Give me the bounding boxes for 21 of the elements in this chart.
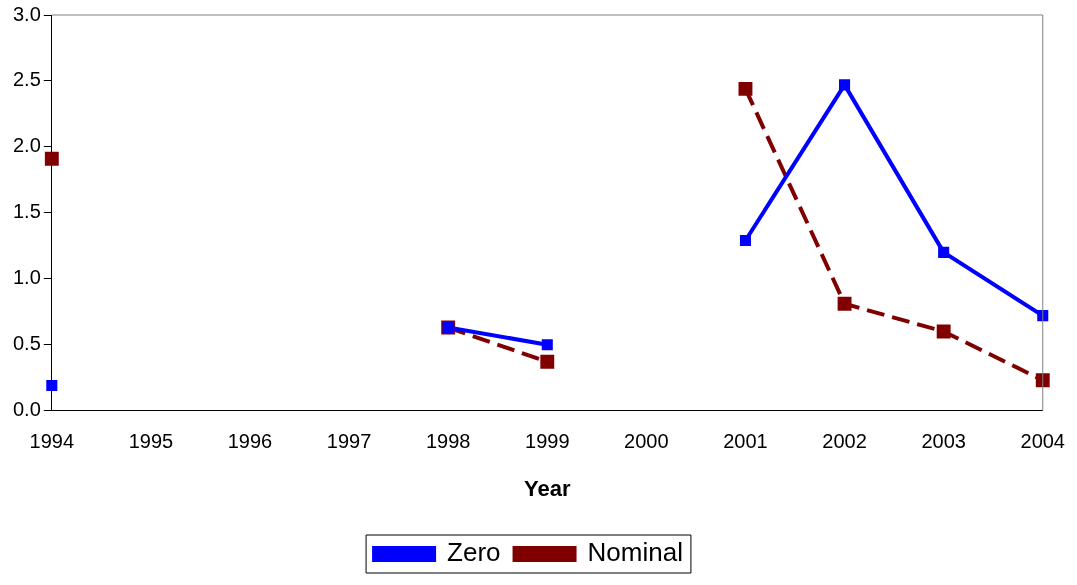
x-tick-label: 1999 (525, 430, 570, 453)
x-tick-label: 2003 (921, 430, 966, 453)
legend-label: Nominal (587, 537, 683, 568)
legend-label: Zero (447, 537, 501, 568)
y-tick-label: 2.5 (12, 68, 41, 91)
y-tick-label: 1.0 (12, 266, 41, 289)
x-tick-label: 2002 (822, 430, 867, 453)
x-tick-label: 2001 (723, 430, 768, 453)
x-tick-label: 1998 (425, 430, 471, 453)
y-tick-label: 1.5 (12, 200, 41, 223)
x-tick-label: 1996 (227, 430, 273, 453)
x-tick-label: 2000 (624, 430, 669, 453)
y-tick-label: 0.0 (12, 398, 41, 421)
y-tick-label: 3.0 (12, 2, 41, 25)
x-tick-label: 1994 (29, 430, 75, 453)
x-tick-label: 2004 (1020, 430, 1065, 453)
x-axis-title: Year (524, 475, 571, 501)
x-tick-label: 1995 (128, 430, 174, 453)
x-tick-label: 1997 (326, 430, 372, 453)
y-tick-label: 0.5 (12, 332, 41, 355)
y-tick-label: 2.0 (12, 134, 41, 157)
